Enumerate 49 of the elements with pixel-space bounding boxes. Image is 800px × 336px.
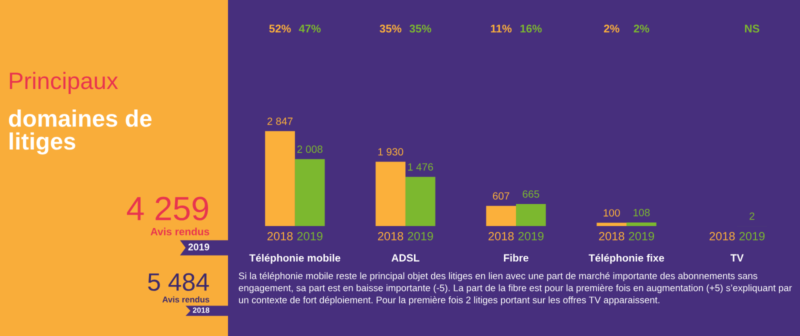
data-label: 607 <box>492 192 510 200</box>
text: 4 259 <box>126 196 208 220</box>
data-label: 100 <box>604 209 620 217</box>
text: 2% <box>634 24 650 33</box>
text: 2018 <box>488 232 514 240</box>
bar <box>294 159 325 226</box>
text: Avis rendus <box>162 296 210 302</box>
x-tick-label: ADSL <box>392 254 420 262</box>
text: 2019 <box>628 232 654 240</box>
series-label: 2018 <box>267 232 293 240</box>
bar <box>405 176 436 226</box>
text: 2018 <box>710 232 735 240</box>
bar <box>265 131 295 226</box>
text: 5 484 <box>148 273 209 291</box>
text: 11% <box>490 24 512 33</box>
text: 52% <box>269 24 291 33</box>
text: 2018 <box>378 232 404 240</box>
bar <box>486 206 516 226</box>
bar <box>516 204 546 226</box>
text: 2019 <box>188 244 210 250</box>
data-label: 1 476 <box>408 163 433 171</box>
text: NS <box>745 24 760 33</box>
text: 35% <box>410 24 432 33</box>
text: 16% <box>520 24 542 33</box>
chart-title: Principaux <box>10 72 118 94</box>
series-label: 2019 <box>297 232 322 240</box>
bar <box>376 162 406 226</box>
x-tick-label: Téléphonie fixe <box>588 254 664 264</box>
text: 2019 <box>518 232 544 240</box>
text: 2% <box>604 24 620 33</box>
text: Avis rendus <box>150 228 210 236</box>
data-label: 108 <box>634 208 650 216</box>
data-label: 665 <box>522 190 540 198</box>
bar <box>626 222 656 226</box>
data-label: 2 008 <box>297 146 322 153</box>
text: 2018 <box>599 232 624 240</box>
data-label: 2 847 <box>268 118 293 125</box>
data-label: 2 <box>750 212 754 220</box>
x-tick-label: Fibre <box>504 254 528 262</box>
bar <box>596 222 627 226</box>
text: Si la téléphonie mobile reste le principal objet des litiges en lien avec une part de marché importante des abonnements sans engagement, sa part est en baisse importante (-5). La part de la fibre est pour la première fois en augmentation (+5) s’expliquant par un contexte de fort déploiement. Pour la première fois 2 litiges portant sur les offres TV apparaissent. <box>238 272 792 306</box>
text: 35% <box>380 24 402 33</box>
text: 47% <box>298 24 321 33</box>
text: 2019 <box>408 232 433 240</box>
text: 2019 <box>739 232 765 240</box>
data-label: 1 930 <box>378 148 404 156</box>
x-tick-label: TV <box>730 254 744 262</box>
chart-subtitle: domaines de litiges <box>8 110 152 155</box>
x-tick-label: Téléphonie mobile <box>249 254 340 264</box>
